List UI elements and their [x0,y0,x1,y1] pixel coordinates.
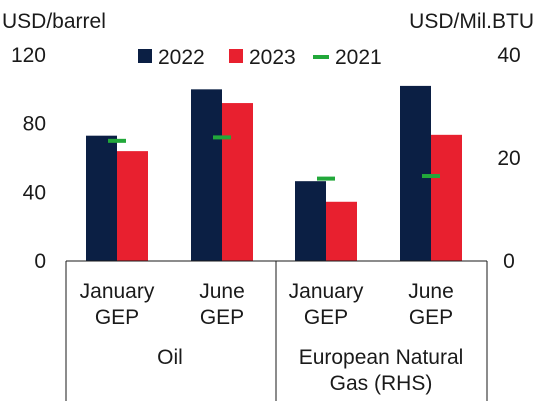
legend-marker-2021 [313,55,329,59]
bar-2023 [326,201,357,261]
right-axis-unit: USD/Mil.BTU [409,10,534,33]
marker-2021 [422,174,440,179]
legend: 2022 2023 2021 [138,46,382,69]
bar-2023 [431,134,462,261]
group-label-gas: Gas (RHS) [330,372,433,395]
category-label: GEP [95,306,139,329]
category-label: GEP [409,306,453,329]
bar-2022 [191,89,222,261]
group-label-oil: Oil [157,346,183,369]
bar-2023 [222,103,253,261]
legend-label-2022: 2022 [158,46,205,69]
left-tick-label: 40 [23,181,46,204]
bar-2022 [86,135,117,261]
category-axis: January GEP June GEP January GEP June GE… [65,260,488,401]
right-tick-label: 20 [497,147,520,170]
group-label-gas: European Natural [299,346,464,369]
bar-2022 [400,85,431,262]
marker-2021 [213,135,231,140]
category-label: GEP [304,306,348,329]
legend-swatch-2023 [229,49,243,63]
left-tick-label: 120 [11,44,46,67]
category-label: GEP [200,306,244,329]
category-label: January [80,280,155,303]
bar-2022 [295,181,326,261]
marker-2021 [108,138,126,143]
legend-label-2021: 2021 [335,46,382,69]
category-label: June [199,280,245,303]
bars [86,85,462,262]
legend-swatch-2022 [138,49,152,63]
category-label: June [408,280,454,303]
bar-2023 [117,151,148,261]
category-label: January [289,280,364,303]
left-tick-label: 80 [23,113,46,136]
right-axis-ticks: 0 20 40 [497,44,520,273]
markers-2021 [108,135,440,181]
left-axis-ticks: 0 40 80 120 [11,44,46,273]
right-tick-label: 0 [503,250,515,273]
left-axis-unit: USD/barrel [2,10,106,33]
right-tick-label: 40 [497,44,520,67]
marker-2021 [317,176,335,181]
left-tick-label: 0 [34,250,46,273]
legend-label-2023: 2023 [249,46,296,69]
